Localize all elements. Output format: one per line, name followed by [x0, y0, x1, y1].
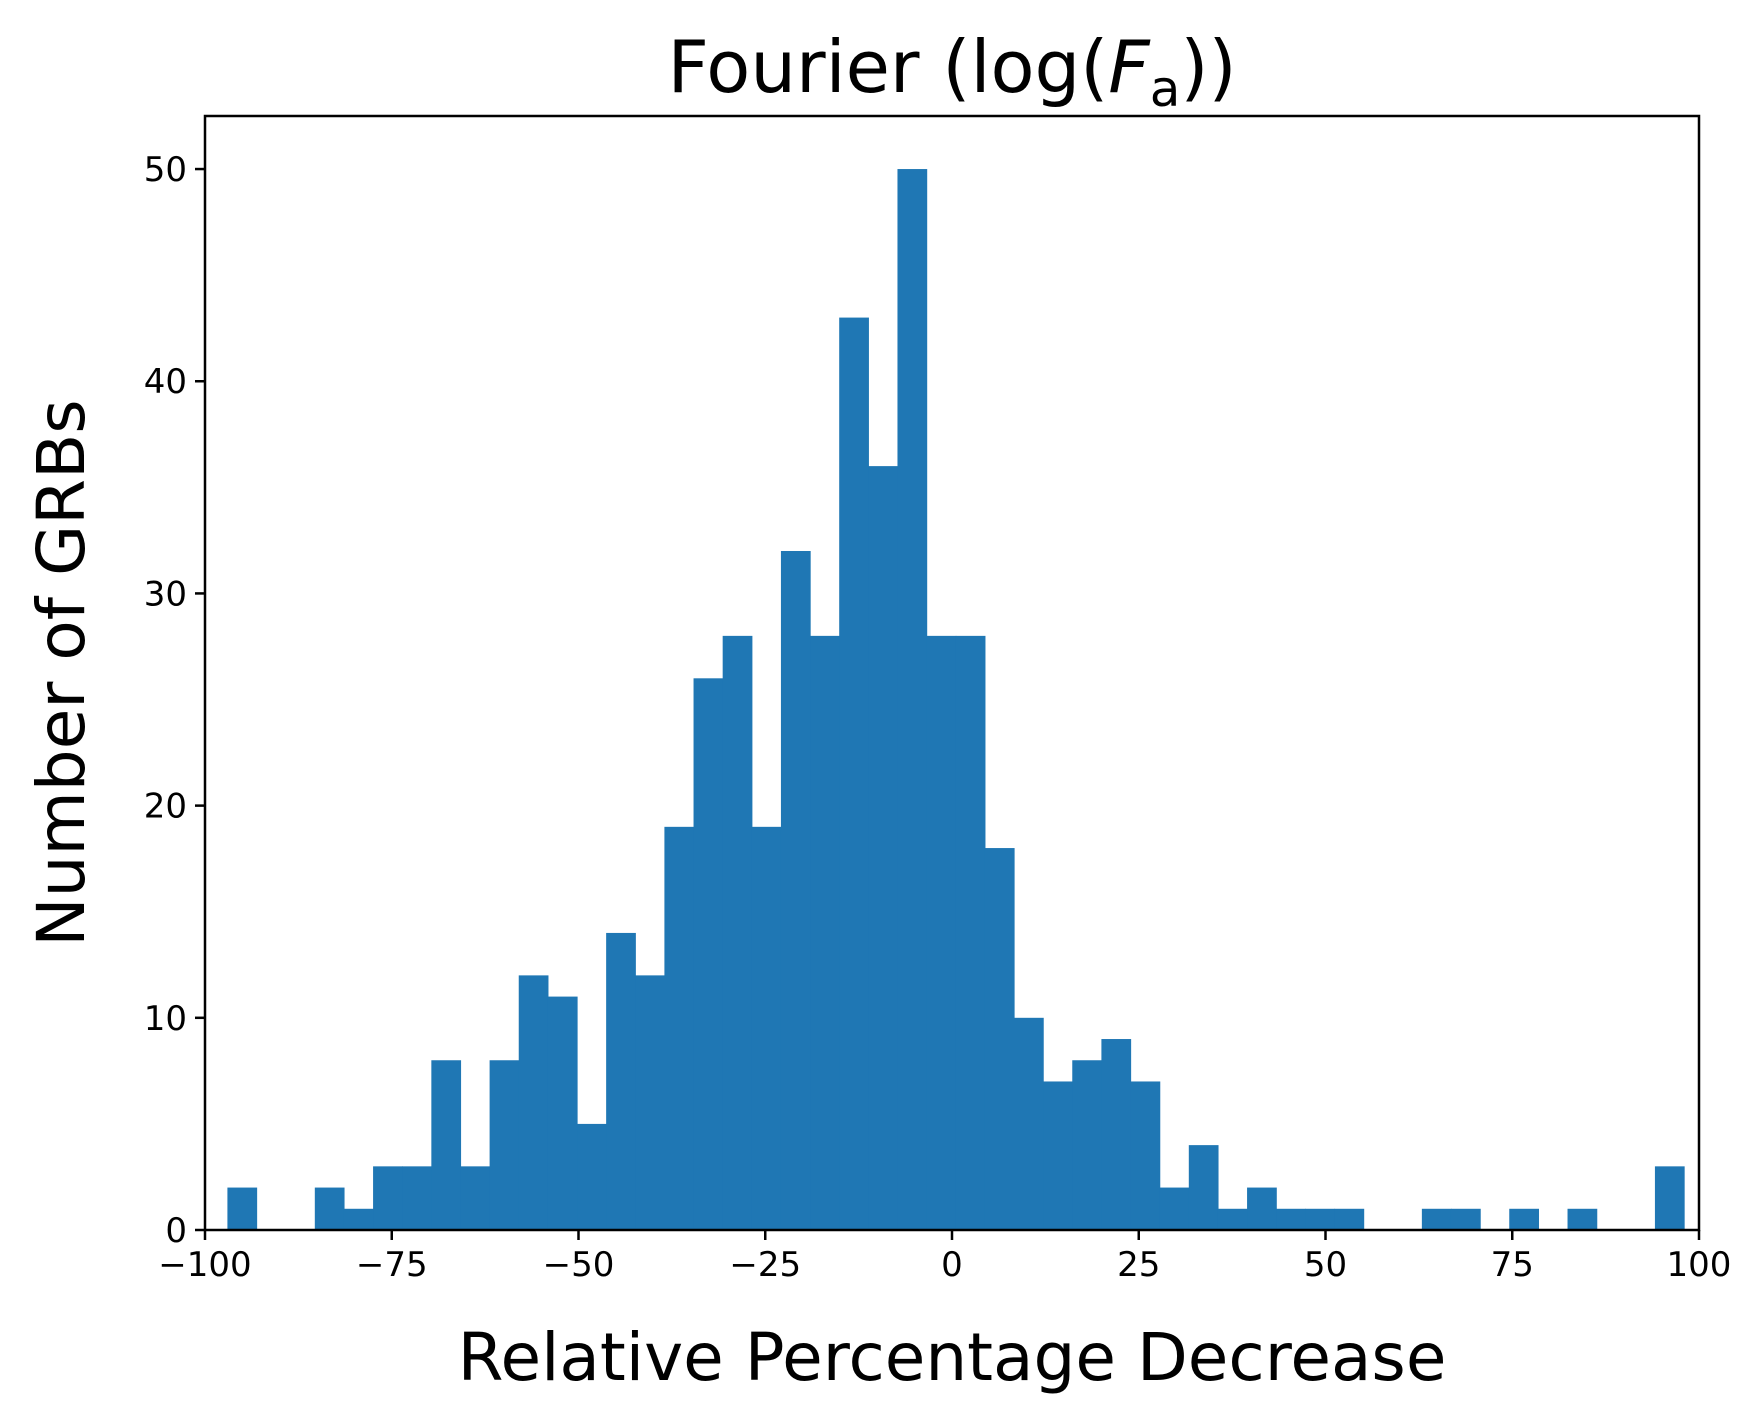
- x-tick-label: −75: [356, 1245, 428, 1285]
- histogram-bar: [1130, 1081, 1161, 1230]
- histogram-bar: [810, 635, 840, 1230]
- histogram-bar: [1276, 1208, 1306, 1230]
- chart-title-variable: F: [1108, 25, 1151, 109]
- histogram-bar: [1072, 1060, 1102, 1230]
- chart-title: Fourier (log(Fa)): [667, 25, 1236, 118]
- histogram-bar: [1654, 1166, 1685, 1230]
- histogram-bar: [955, 635, 986, 1230]
- histogram-bar: [1334, 1208, 1365, 1230]
- histogram-bar: [227, 1187, 258, 1230]
- histogram-bar: [984, 848, 1015, 1230]
- histogram-bar: [314, 1187, 345, 1230]
- histogram-bar: [431, 1060, 462, 1230]
- histogram-bar: [1188, 1145, 1219, 1230]
- histogram-bar: [1043, 1081, 1073, 1230]
- histogram-bar: [1450, 1208, 1481, 1230]
- x-tick-label: −100: [158, 1245, 251, 1285]
- histogram-bar: [518, 975, 549, 1230]
- y-axis-ticks: 0 10 20 30 40 50: [144, 150, 205, 1251]
- x-tick-label: 50: [1304, 1245, 1347, 1285]
- chart-title-prefix: Fourier (log(: [667, 25, 1108, 109]
- histogram-bar: [839, 317, 869, 1231]
- chart-title-subscript: a: [1150, 60, 1181, 118]
- y-tick-label: 0: [165, 1211, 187, 1251]
- y-tick-label: 10: [144, 999, 187, 1039]
- histogram-bar: [1159, 1187, 1190, 1230]
- histogram-bar: [1421, 1208, 1452, 1230]
- y-tick-label: 50: [144, 150, 187, 190]
- histogram-bar: [343, 1208, 374, 1230]
- x-tick-label: 75: [1491, 1245, 1534, 1285]
- histogram-bar: [1509, 1208, 1539, 1230]
- histogram-bar: [635, 975, 666, 1230]
- histogram-bar: [577, 1123, 607, 1230]
- chart-title-suffix: )): [1180, 25, 1236, 109]
- histogram-bar: [1014, 1017, 1044, 1230]
- y-axis-label: Number of GRBs: [23, 399, 100, 946]
- histogram-bar: [547, 996, 578, 1230]
- histogram-bar: [606, 932, 636, 1230]
- histogram-bar: [1101, 1039, 1132, 1230]
- histogram-bar: [868, 466, 899, 1231]
- x-axis-ticks: −100 −75 −50 −25 0 25 50 75 100: [158, 1230, 1731, 1285]
- histogram-bar: [897, 169, 928, 1231]
- y-tick-label: 20: [144, 787, 187, 827]
- histogram-bar: [460, 1166, 491, 1230]
- histogram-bar: [1247, 1187, 1277, 1230]
- x-tick-label: 100: [1667, 1245, 1732, 1285]
- x-axis-label: Relative Percentage Decrease: [458, 1319, 1447, 1396]
- histogram-bars: [227, 169, 1685, 1231]
- x-tick-label: 0: [941, 1245, 963, 1285]
- x-tick-label: 25: [1117, 1245, 1160, 1285]
- histogram-bar: [780, 550, 811, 1230]
- x-tick-label: −50: [543, 1245, 615, 1285]
- y-tick-label: 30: [144, 574, 187, 614]
- histogram-bar: [1217, 1208, 1248, 1230]
- histogram-bar: [1305, 1208, 1336, 1230]
- histogram-bar: [693, 678, 724, 1230]
- histogram-bar: [751, 826, 782, 1230]
- histogram-bar: [664, 826, 695, 1230]
- y-tick-label: 40: [144, 362, 187, 402]
- histogram-bar: [722, 635, 753, 1230]
- histogram-bar: [402, 1166, 432, 1230]
- histogram-bar: [926, 635, 957, 1230]
- histogram-bar: [1567, 1208, 1598, 1230]
- histogram-bar: [373, 1166, 403, 1230]
- histogram-bar: [489, 1060, 520, 1230]
- x-tick-label: −25: [729, 1245, 801, 1285]
